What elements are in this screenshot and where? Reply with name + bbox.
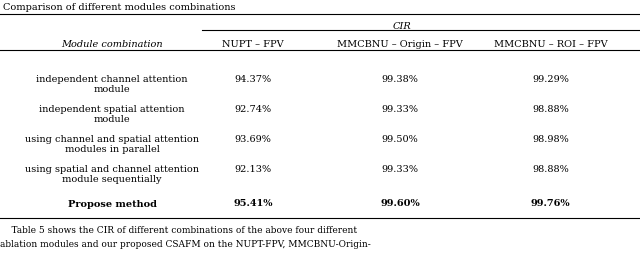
Text: ablation modules and our proposed CSAFM on the NUPT-FPV, MMCBNU-Origin-: ablation modules and our proposed CSAFM …: [0, 240, 371, 249]
Text: 98.98%: 98.98%: [532, 136, 569, 145]
Text: 99.29%: 99.29%: [532, 76, 569, 85]
Text: 93.69%: 93.69%: [234, 136, 271, 145]
Text: CIR: CIR: [392, 22, 411, 31]
Text: Table 5 shows the CIR of different combinations of the above four different: Table 5 shows the CIR of different combi…: [0, 226, 357, 235]
Text: Comparison of different modules combinations: Comparison of different modules combinat…: [3, 3, 236, 12]
Text: module: module: [93, 85, 131, 94]
Text: Propose method: Propose method: [67, 200, 157, 209]
Text: module sequentially: module sequentially: [62, 175, 162, 184]
Text: MMCBNU – ROI – FPV: MMCBNU – ROI – FPV: [493, 40, 607, 49]
Text: modules in parallel: modules in parallel: [65, 145, 159, 154]
Text: 99.38%: 99.38%: [381, 76, 419, 85]
Text: independent spatial attention: independent spatial attention: [39, 105, 185, 114]
Text: 98.88%: 98.88%: [532, 165, 569, 174]
Text: 95.41%: 95.41%: [233, 199, 273, 208]
Text: Module combination: Module combination: [61, 40, 163, 49]
Text: NUPT – FPV: NUPT – FPV: [222, 40, 284, 49]
Text: 98.88%: 98.88%: [532, 105, 569, 114]
Text: 94.37%: 94.37%: [234, 76, 271, 85]
Text: using channel and spatial attention: using channel and spatial attention: [25, 135, 199, 144]
Text: MMCBNU – Origin – FPV: MMCBNU – Origin – FPV: [337, 40, 463, 49]
Text: 99.76%: 99.76%: [531, 199, 570, 208]
Text: using spatial and channel attention: using spatial and channel attention: [25, 165, 199, 174]
Text: 92.74%: 92.74%: [234, 105, 271, 114]
Text: 92.13%: 92.13%: [234, 165, 271, 174]
Text: 99.33%: 99.33%: [381, 165, 419, 174]
Text: 99.33%: 99.33%: [381, 105, 419, 114]
Text: 99.60%: 99.60%: [380, 199, 420, 208]
Text: independent channel attention: independent channel attention: [36, 75, 188, 84]
Text: module: module: [93, 115, 131, 124]
Text: 99.50%: 99.50%: [381, 136, 419, 145]
